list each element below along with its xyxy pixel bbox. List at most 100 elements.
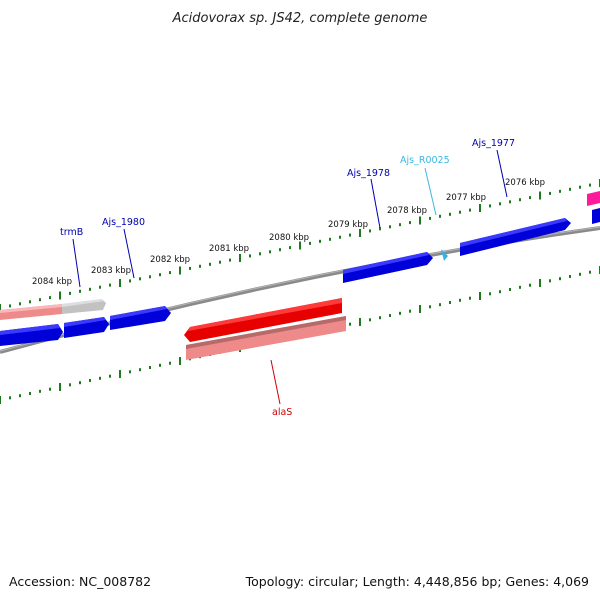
inner-tick <box>439 303 441 307</box>
feature-cds-2[interactable] <box>64 317 109 338</box>
outer-tick <box>589 183 591 187</box>
outer-tick <box>229 258 231 262</box>
outer-tick <box>99 285 101 289</box>
outer-tick <box>139 277 141 281</box>
inner-tick <box>89 379 91 382</box>
feature-alaS-reverse[interactable] <box>186 316 346 360</box>
outer-tick <box>299 241 301 250</box>
outer-tick <box>539 191 541 200</box>
outer-tick <box>59 291 61 300</box>
inner-tick <box>449 301 451 304</box>
feature-trmB[interactable] <box>0 304 62 320</box>
inner-tick <box>529 283 531 287</box>
kbp-label-2076: 2076 kbp <box>505 178 545 188</box>
inner-tick <box>99 376 101 380</box>
inner-tick <box>119 370 121 378</box>
outer-tick <box>49 296 51 300</box>
outer-tick <box>0 304 1 312</box>
genome-summary-text: Topology: circular; Length: 4,448,856 bp… <box>245 574 589 589</box>
feature-cds-1[interactable] <box>0 324 63 346</box>
feature-ajs_1980[interactable] <box>110 306 171 330</box>
outer-tick <box>269 250 271 254</box>
outer-tick <box>129 279 131 283</box>
outer-tick <box>199 264 201 268</box>
gene-label-ajs_1980[interactable]: Ajs_1980 <box>102 217 145 228</box>
outer-tick <box>369 229 371 233</box>
inner-tick <box>129 370 131 374</box>
inner-tick <box>359 318 361 326</box>
outer-tick <box>519 198 521 202</box>
leader-trmB <box>72 238 81 288</box>
inner-tick <box>489 292 491 296</box>
inner-tick <box>149 366 151 369</box>
outer-tick <box>109 283 111 287</box>
outer-tick <box>239 254 241 262</box>
inner-tick <box>19 394 21 398</box>
inner-tick <box>369 318 371 322</box>
inner-tick <box>9 396 11 400</box>
kbp-label-2081: 2081 kbp <box>209 244 249 254</box>
feature-ajs_r0025[interactable] <box>441 249 448 261</box>
feature-other-edge[interactable] <box>587 191 600 206</box>
outer-tick <box>389 225 391 229</box>
outer-tick <box>549 191 551 195</box>
outer-tick <box>579 185 581 189</box>
feature-ajs_1978[interactable] <box>343 252 433 283</box>
feature-alaS[interactable] <box>184 298 342 342</box>
leader-ajs_1980 <box>123 228 135 279</box>
outer-tick <box>89 287 91 291</box>
outer-tick <box>559 189 561 193</box>
inner-tick <box>589 270 591 274</box>
outer-tick <box>349 233 351 237</box>
outer-tick <box>439 214 441 218</box>
outer-tick <box>19 302 21 306</box>
outer-tick <box>209 262 211 266</box>
inner-tick <box>109 374 111 378</box>
inner-tick <box>479 292 481 300</box>
inner-tick <box>429 305 431 309</box>
feature-cds-edge[interactable] <box>592 208 600 224</box>
kbp-label-2082: 2082 kbp <box>150 255 190 265</box>
leader-ajs_1978 <box>370 178 381 229</box>
outer-tick <box>409 221 411 225</box>
outer-tick <box>399 223 401 227</box>
inner-tick <box>379 316 381 320</box>
outer-tick <box>479 204 481 212</box>
outer-tick <box>329 237 331 241</box>
inner-tick <box>49 387 51 391</box>
gene-label-ajs_1977[interactable]: Ajs_1977 <box>472 138 515 149</box>
inner-tick <box>549 279 551 283</box>
inner-tick <box>419 305 421 313</box>
inner-tick <box>539 279 541 287</box>
kbp-label-2077: 2077 kbp <box>446 193 486 203</box>
gene-label-alaS[interactable]: alaS <box>272 407 292 418</box>
outer-tick <box>459 210 461 214</box>
kbp-label-2083: 2083 kbp <box>91 266 131 276</box>
inner-tick <box>459 298 461 302</box>
outer-tick <box>429 216 431 220</box>
inner-tick <box>169 361 171 365</box>
outer-tick <box>119 279 121 287</box>
map-title: Acidovorax sp. JS42, complete genome <box>172 11 428 26</box>
gene-label-ajs_r0025[interactable]: Ajs_R0025 <box>400 155 450 166</box>
outer-tick <box>309 241 311 245</box>
gene-label-ajs_1978[interactable]: Ajs_1978 <box>347 168 390 179</box>
outer-tick <box>339 235 341 239</box>
kbp-label-2080: 2080 kbp <box>269 233 309 243</box>
outer-tick <box>279 248 281 252</box>
inner-tick <box>389 314 391 317</box>
inner-tick <box>469 296 471 300</box>
outer-tick <box>469 208 471 212</box>
inner-tick <box>569 275 571 278</box>
kbp-label-2079: 2079 kbp <box>328 220 368 230</box>
outer-tick <box>359 229 361 237</box>
inner-tick <box>499 290 501 294</box>
feature-pseudo[interactable] <box>62 299 106 314</box>
inner-tick <box>59 383 61 391</box>
feature-ajs_1977[interactable] <box>460 218 571 256</box>
gene-label-trmB[interactable]: trmB <box>60 227 83 238</box>
inner-tick <box>179 357 181 365</box>
outer-tick <box>149 275 151 279</box>
